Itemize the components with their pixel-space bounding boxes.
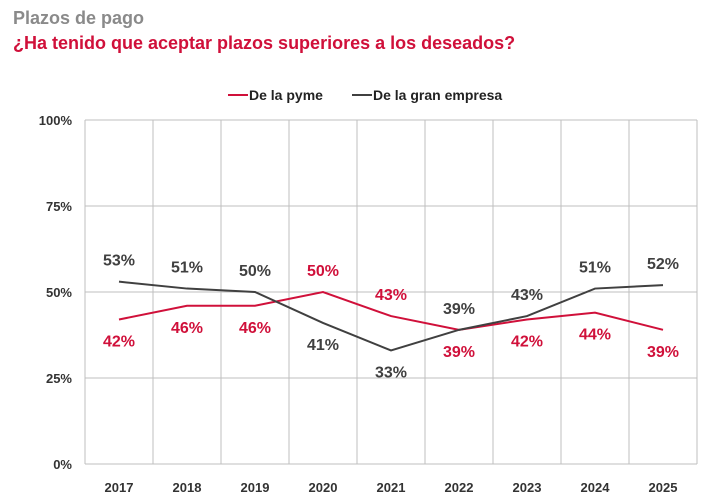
data-label-pyme: 50% xyxy=(307,263,339,280)
x-tick-label: 2018 xyxy=(173,480,202,495)
y-tick-label: 50% xyxy=(46,285,72,300)
x-tick-label: 2017 xyxy=(105,480,134,495)
legend-pyme-label: De la pyme xyxy=(249,87,323,103)
data-label-pyme: 42% xyxy=(511,334,543,351)
x-tick-label: 2025 xyxy=(649,480,678,495)
x-tick-label: 2022 xyxy=(445,480,474,495)
chart-title: Plazos de pago xyxy=(13,8,145,28)
legend-gran-empresa-label: De la gran empresa xyxy=(373,87,502,103)
x-tick-label: 2023 xyxy=(513,480,542,495)
data-label-pyme: 46% xyxy=(239,320,271,337)
data-label-gran-empresa: 43% xyxy=(511,287,543,304)
data-label-pyme: 43% xyxy=(375,287,407,304)
data-label-gran-empresa: 41% xyxy=(307,337,339,354)
x-tick-label: 2019 xyxy=(241,480,270,495)
data-label-gran-empresa: 51% xyxy=(171,260,203,277)
data-label-pyme: 46% xyxy=(171,320,203,337)
series-line-gran-empresa xyxy=(118,280,664,352)
y-tick-label: 100% xyxy=(39,113,73,128)
y-tick-label: 0% xyxy=(53,457,72,472)
series-line-pyme xyxy=(118,290,664,331)
x-tick-label: 2020 xyxy=(309,480,338,495)
data-label-pyme: 42% xyxy=(103,334,135,351)
x-tick-label: 2024 xyxy=(581,480,611,495)
chart-subtitle: ¿Ha tenido que aceptar plazos superiores… xyxy=(13,33,516,53)
data-label-pyme: 39% xyxy=(647,344,679,361)
data-label-gran-empresa: 39% xyxy=(443,301,475,318)
y-tick-label: 75% xyxy=(46,199,72,214)
y-tick-label: 25% xyxy=(46,371,72,386)
data-label-pyme: 39% xyxy=(443,344,475,361)
x-tick-label: 2021 xyxy=(377,480,406,495)
data-label-gran-empresa: 51% xyxy=(579,260,611,277)
data-label-pyme: 44% xyxy=(579,327,611,344)
data-label-gran-empresa: 52% xyxy=(647,256,679,273)
data-label-gran-empresa: 53% xyxy=(103,253,135,270)
data-label-gran-empresa: 33% xyxy=(375,364,407,381)
data-label-gran-empresa: 50% xyxy=(239,263,271,280)
